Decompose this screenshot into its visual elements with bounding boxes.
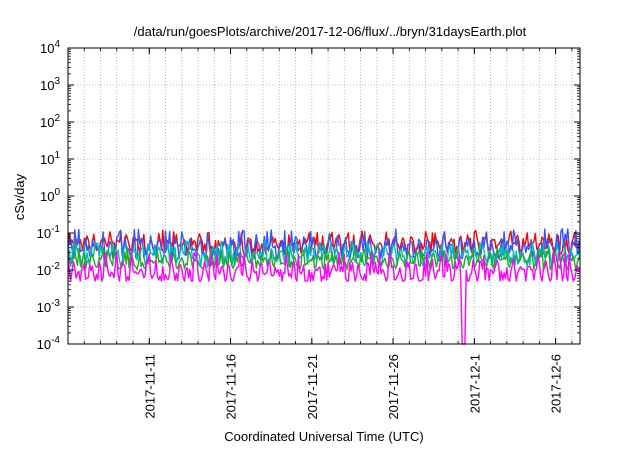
y-tick-label: 101 [40, 150, 60, 167]
series-layer [67, 228, 581, 345]
y-tick-label: 10-1 [37, 224, 61, 241]
y-tick-label: 103 [40, 76, 60, 93]
x-tick-label: 2017-12-6 [549, 354, 564, 413]
chart-title: /data/run/goesPlots/archive/2017-12-06/f… [134, 24, 527, 39]
y-tick-label: 10-2 [37, 261, 61, 278]
y-tick-label: 10-3 [37, 298, 61, 315]
x-tick-label: 2017-11-16 [224, 354, 239, 420]
y-tick-label: 104 [40, 39, 60, 56]
grid-layer [68, 48, 580, 344]
axes-layer: 10-4 10-3 10-2 10-1 100 101 102 103 104 2017-11-1… [37, 39, 581, 420]
x-tick-label: 2017-12-1 [467, 354, 482, 413]
x-tick-label: 2017-11-26 [386, 354, 401, 420]
y-tick-label: 102 [40, 113, 60, 130]
series-line [67, 228, 581, 260]
x-tick-label: 2017-11-11 [142, 354, 157, 419]
y-axis-label: cSv/day [12, 173, 27, 220]
plot-frame [67, 47, 581, 345]
x-tick-label: 2017-11-21 [305, 354, 320, 420]
y-tick-label: 100 [40, 187, 60, 204]
y-tick-label: 10-4 [37, 335, 61, 352]
series-line [67, 251, 581, 345]
x-axis-label: Coordinated Universal Time (UTC) [224, 429, 423, 444]
series-line [67, 247, 581, 271]
